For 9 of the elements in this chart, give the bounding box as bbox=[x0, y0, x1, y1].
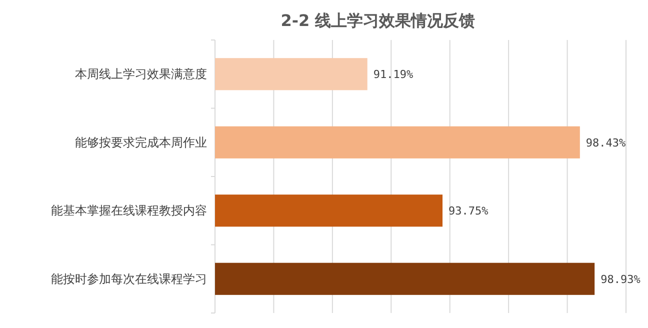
data-label: 91.19% bbox=[373, 68, 414, 82]
data-label: 98.93% bbox=[600, 272, 641, 286]
y-tick-label: 本周线上学习效果满意度 bbox=[75, 67, 207, 82]
data-label: 98.43% bbox=[586, 136, 626, 150]
y-tick-label: 能够按要求完成本周作业 bbox=[75, 135, 207, 150]
data-label: 93.75% bbox=[448, 204, 489, 218]
y-tick-label: 能基本掌握在线课程教授内容 bbox=[51, 204, 207, 218]
y-tick-label: 能按时参加每次在线课程学习 bbox=[51, 272, 207, 286]
chart-title: 2-2 线上学习效果情况反馈 bbox=[280, 11, 476, 30]
